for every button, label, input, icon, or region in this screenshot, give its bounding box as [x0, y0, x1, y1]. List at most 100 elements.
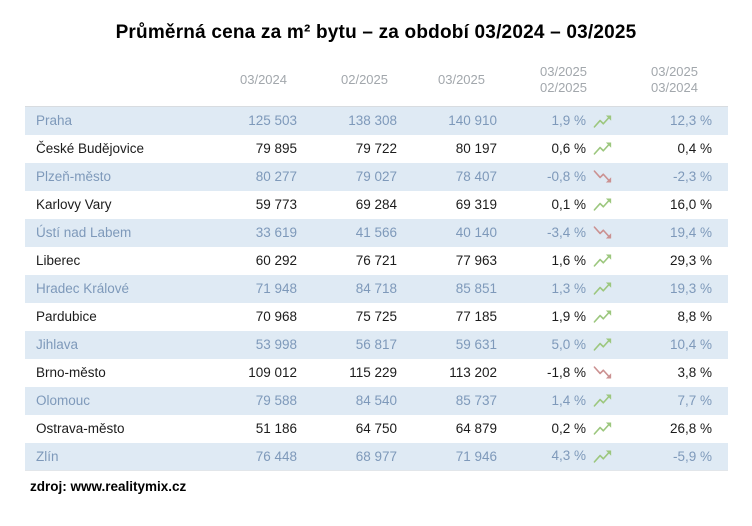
- page-title: Průměrná cena za m² bytu – za období 03/…: [115, 22, 637, 43]
- table-row: Liberec 60 292 76 721 77 963 1,6 % 29,3 …: [25, 247, 728, 275]
- table-row: Zlín 76 448 68 977 71 946 4,3 % -5,9 %: [25, 442, 728, 471]
- trend-icon: [592, 141, 614, 156]
- month-change-value: 1,9 %: [551, 308, 586, 324]
- month-change-cell: -1,8 %: [505, 359, 622, 387]
- price-cell: 70 968: [255, 309, 297, 324]
- price-table: 03/2024 02/2025 03/2025 03/2025 02/2025 …: [25, 58, 728, 471]
- month-change-value: 1,4 %: [551, 392, 586, 408]
- trend-up-icon: [593, 310, 612, 324]
- price-cell: 113 202: [449, 365, 497, 380]
- month-change-cell: -3,4 %: [505, 219, 622, 247]
- trend-icon: [592, 225, 614, 240]
- price-cell: 79 895: [255, 141, 297, 156]
- city-cell: Ostrava-město: [36, 421, 125, 436]
- month-change-value: -3,4 %: [546, 224, 586, 240]
- city-cell: Pardubice: [36, 309, 97, 324]
- trend-up-icon: [593, 142, 612, 156]
- price-cell: 51 186: [255, 421, 297, 436]
- year-change-cell: 10,4 %: [669, 337, 712, 352]
- price-cell: 40 140: [455, 225, 497, 240]
- price-cell: 80 277: [255, 169, 297, 184]
- city-cell: Karlovy Vary: [36, 197, 112, 212]
- price-cell: 76 721: [355, 253, 397, 268]
- month-change-value: 1,6 %: [551, 252, 586, 268]
- trend-up-icon: [593, 450, 612, 463]
- month-change-value: 0,6 %: [551, 140, 586, 156]
- price-cell: 77 963: [455, 253, 497, 268]
- month-change-value: 1,9 %: [551, 112, 586, 128]
- trend-icon: [592, 169, 614, 184]
- month-change-cell: 0,1 %: [505, 191, 622, 219]
- trend-up-icon: [593, 198, 612, 212]
- city-cell: Hradec Králové: [36, 281, 130, 296]
- month-change-cell: 1,9 %: [505, 303, 622, 331]
- price-cell: 60 292: [255, 253, 297, 268]
- trend-icon: [592, 309, 614, 324]
- trend-icon: [592, 393, 614, 408]
- price-cell: 115 229: [349, 365, 397, 380]
- month-change-value: 4,3 %: [551, 448, 586, 464]
- month-change-cell: 1,9 %: [505, 106, 622, 135]
- price-cell: 84 540: [355, 393, 397, 408]
- month-change-value: 5,0 %: [551, 336, 586, 352]
- price-cell: 68 977: [305, 442, 405, 471]
- price-cell: 125 503: [185, 106, 305, 135]
- price-cell: 53 998: [255, 337, 297, 352]
- column-header-02-2025: 02/2025: [341, 72, 388, 87]
- price-cell: 33 619: [255, 225, 297, 240]
- table-row: Pardubice 70 968 75 725 77 185 1,9 % 8,8…: [25, 303, 728, 331]
- column-header-city: [25, 58, 185, 107]
- month-change-cell: 5,0 %: [505, 331, 622, 359]
- month-change-cell: 1,3 %: [505, 275, 622, 303]
- price-cell: 79 722: [355, 141, 397, 156]
- month-change-value: -0,8 %: [546, 168, 586, 184]
- year-change-cell: 19,4 %: [669, 225, 712, 240]
- price-cell: 85 851: [455, 281, 497, 296]
- year-change-cell: 3,8 %: [677, 365, 712, 380]
- price-cell: 79 588: [255, 393, 297, 408]
- price-cell: 140 910: [405, 106, 505, 135]
- year-change-cell: 29,3 %: [669, 253, 712, 268]
- year-change-cell: 0,4 %: [677, 141, 712, 156]
- month-change-cell: 0,6 %: [505, 135, 622, 163]
- year-change-cell: 26,8 %: [669, 421, 712, 436]
- trend-icon: [592, 253, 614, 268]
- month-change-value: 0,2 %: [551, 420, 586, 436]
- price-cell: 64 879: [455, 421, 497, 436]
- column-header-03-2024: 03/2024: [240, 72, 287, 87]
- table-row: Praha 125 503 138 308 140 910 1,9 % 12,3…: [25, 106, 728, 135]
- trend-icon: [592, 197, 614, 212]
- price-cell: 76 448: [185, 442, 305, 471]
- year-change-cell: -2,3 %: [672, 169, 712, 184]
- table-row: Jihlava 53 998 56 817 59 631 5,0 % 10,4 …: [25, 330, 728, 359]
- year-change-cell: -5,9 %: [622, 442, 728, 471]
- price-cell: 78 407: [455, 169, 497, 184]
- trend-icon: [592, 281, 614, 296]
- city-cell: Plzeň-město: [36, 169, 112, 184]
- price-cell: 59 773: [255, 197, 297, 212]
- month-change-value: 1,3 %: [551, 280, 586, 296]
- trend-icon: [592, 449, 614, 464]
- month-change-cell: -0,8 %: [505, 163, 622, 191]
- trend-down-icon: [593, 366, 612, 379]
- month-change-value: -1,8 %: [546, 364, 586, 380]
- month-change-cell: 1,6 %: [505, 247, 622, 275]
- column-header-03-2025: 03/2025: [438, 72, 485, 87]
- table-row: Brno-město 109 012 115 229 113 202 -1,8 …: [25, 359, 728, 387]
- header-row: 03/2024 02/2025 03/2025 03/2025 02/2025 …: [25, 58, 728, 107]
- year-change-cell: 12,3 %: [622, 106, 728, 135]
- year-change-cell: 7,7 %: [677, 393, 712, 408]
- table-body: Praha 125 503 138 308 140 910 1,9 % 12,3…: [25, 106, 728, 471]
- trend-icon: [592, 365, 614, 380]
- trend-down-icon: [593, 170, 612, 183]
- table-row: Olomouc 79 588 84 540 85 737 1,4 % 7,7 %: [25, 386, 728, 415]
- price-cell: 80 197: [455, 141, 497, 156]
- table-row: Ústí nad Labem 33 619 41 566 40 140 -3,4…: [25, 218, 728, 247]
- price-cell: 64 750: [355, 421, 397, 436]
- city-cell: Brno-město: [36, 365, 106, 380]
- table-row: Hradec Králové 71 948 84 718 85 851 1,3 …: [25, 274, 728, 303]
- price-cell: 138 308: [305, 106, 405, 135]
- year-change-cell: 16,0 %: [669, 197, 712, 212]
- city-cell: České Budějovice: [36, 141, 145, 156]
- trend-up-icon: [593, 422, 612, 436]
